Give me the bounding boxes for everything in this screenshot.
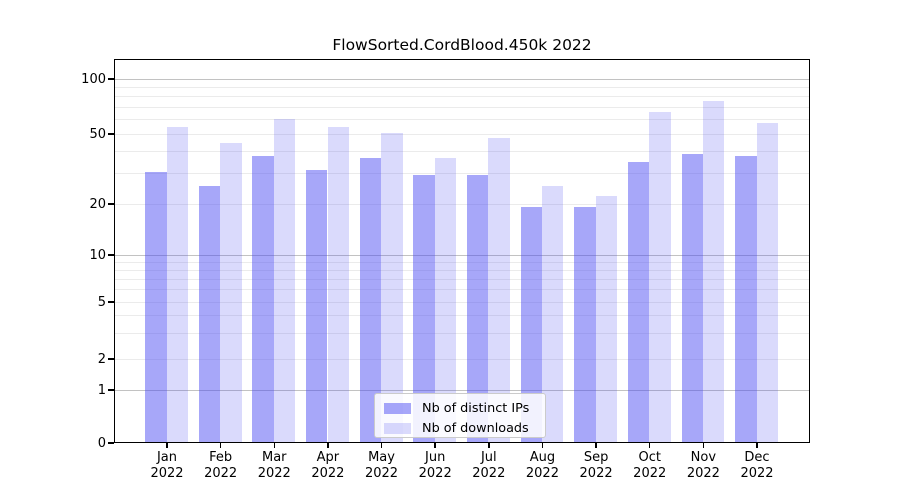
x-tick-mark-apr <box>327 443 329 448</box>
bar-downloads-sep <box>595 195 618 442</box>
x-tick-label-feb: Feb 2022 <box>204 450 238 481</box>
plot-area: Nb of distinct IPs Nb of downloads <box>114 59 810 443</box>
y-tick-mark-2 <box>108 358 114 360</box>
bar-downloads-apr <box>327 126 349 442</box>
bar-downloads-mar <box>273 118 296 442</box>
bar-downloads-jan <box>166 126 188 442</box>
bar-distinct-ips-sep <box>574 206 596 442</box>
gridline-minor-4 <box>115 315 809 317</box>
x-tick-mark-jan <box>166 443 168 448</box>
legend-item-downloads: Nb of downloads <box>375 419 545 437</box>
y-tick-label-50: 50 <box>89 126 106 142</box>
x-tick-label-jan: Jan 2022 <box>150 450 184 481</box>
gridline-minor-20 <box>115 203 809 205</box>
gridline-minor-50 <box>115 133 809 135</box>
bar-downloads-dec <box>756 122 778 442</box>
gridline-minor-3 <box>115 333 809 335</box>
bar-downloads-may <box>381 133 403 442</box>
x-tick-mark-aug <box>541 443 544 448</box>
x-tick-label-mar: Mar 2022 <box>257 450 291 481</box>
bar-distinct-ips-mar <box>252 156 274 442</box>
y-tick-mark-10 <box>108 254 114 256</box>
legend-swatch-distinct-ips <box>384 402 411 414</box>
x-tick-label-jun: Jun 2022 <box>418 450 452 481</box>
y-tick-mark-50 <box>108 133 114 135</box>
gridline-minor-60 <box>115 119 809 121</box>
gridline-minor-6 <box>115 289 809 291</box>
x-tick-label-oct: Oct 2022 <box>633 450 667 481</box>
y-tick-label-2: 2 <box>97 351 106 367</box>
legend-label-distinct-ips: Nb of distinct IPs <box>422 400 530 416</box>
x-tick-label-aug: Aug 2022 <box>525 450 559 481</box>
bar-distinct-ips-nov <box>681 153 703 442</box>
gridline-minor-2 <box>115 358 809 360</box>
bar-distinct-ips-jun <box>413 174 435 442</box>
y-tick-mark-20 <box>108 203 114 205</box>
gridline-minor-40 <box>115 150 809 152</box>
bar-distinct-ips-jan <box>145 172 167 442</box>
x-tick-label-may: May 2022 <box>364 450 399 481</box>
x-tick-mark-jul <box>488 443 490 448</box>
x-tick-mark-may <box>380 443 383 448</box>
gridline-major-10 <box>115 254 809 256</box>
chart-title: FlowSorted.CordBlood.450k 2022 <box>332 36 592 54</box>
x-tick-mark-nov <box>702 443 705 448</box>
y-tick-label-0: 0 <box>97 435 106 451</box>
gridline-minor-5 <box>115 301 809 303</box>
y-tick-mark-5 <box>108 301 114 303</box>
y-tick-label-1: 1 <box>97 382 106 398</box>
y-tick-mark-0 <box>108 442 114 444</box>
x-tick-label-jul: Jul 2022 <box>472 450 506 481</box>
legend-item-distinct-ips: Nb of distinct IPs <box>375 399 545 417</box>
bar-distinct-ips-jul <box>467 174 489 442</box>
legend-swatch-downloads <box>384 422 411 434</box>
x-tick-mark-dec <box>756 443 758 448</box>
x-tick-mark-oct <box>649 443 651 448</box>
y-tick-label-100: 100 <box>81 71 106 87</box>
x-tick-label-nov: Nov 2022 <box>686 450 720 481</box>
bar-downloads-oct <box>649 112 671 442</box>
x-tick-label-dec: Dec 2022 <box>740 450 774 481</box>
x-tick-mark-mar <box>273 443 275 448</box>
y-tick-label-10: 10 <box>89 247 106 263</box>
x-tick-mark-feb <box>219 443 222 448</box>
gridline-minor-90 <box>115 86 809 88</box>
legend-label-downloads: Nb of downloads <box>422 420 529 436</box>
bar-downloads-feb <box>220 142 242 442</box>
bar-distinct-ips-aug <box>520 206 543 442</box>
y-tick-label-5: 5 <box>97 294 106 310</box>
bar-downloads-jul <box>488 137 510 442</box>
gridline-major-1 <box>115 389 809 391</box>
bar-downloads-jun <box>434 158 457 442</box>
gridline-minor-7 <box>115 278 809 280</box>
bar-downloads-nov <box>702 100 725 442</box>
gridline-minor-8 <box>115 269 809 271</box>
gridline-major-100 <box>115 78 809 80</box>
bar-distinct-ips-apr <box>306 169 328 442</box>
y-tick-mark-1 <box>108 389 114 391</box>
bar-distinct-ips-dec <box>735 156 757 442</box>
bar-distinct-ips-oct <box>627 162 650 442</box>
bar-distinct-ips-may <box>359 158 382 442</box>
legend: Nb of distinct IPs Nb of downloads <box>374 393 546 438</box>
x-tick-mark-jun <box>434 443 436 448</box>
x-tick-label-sep: Sep 2022 <box>579 450 613 481</box>
y-tick-mark-100 <box>108 78 114 80</box>
bar-downloads-aug <box>542 185 564 442</box>
bar-distinct-ips-feb <box>198 185 221 442</box>
gridline-minor-30 <box>115 172 809 174</box>
y-tick-label-20: 20 <box>89 196 106 212</box>
gridline-minor-70 <box>115 106 809 108</box>
x-tick-mark-sep <box>595 443 597 448</box>
gridline-minor-9 <box>115 261 809 263</box>
x-tick-label-apr: Apr 2022 <box>311 450 345 481</box>
gridline-minor-80 <box>115 96 809 98</box>
